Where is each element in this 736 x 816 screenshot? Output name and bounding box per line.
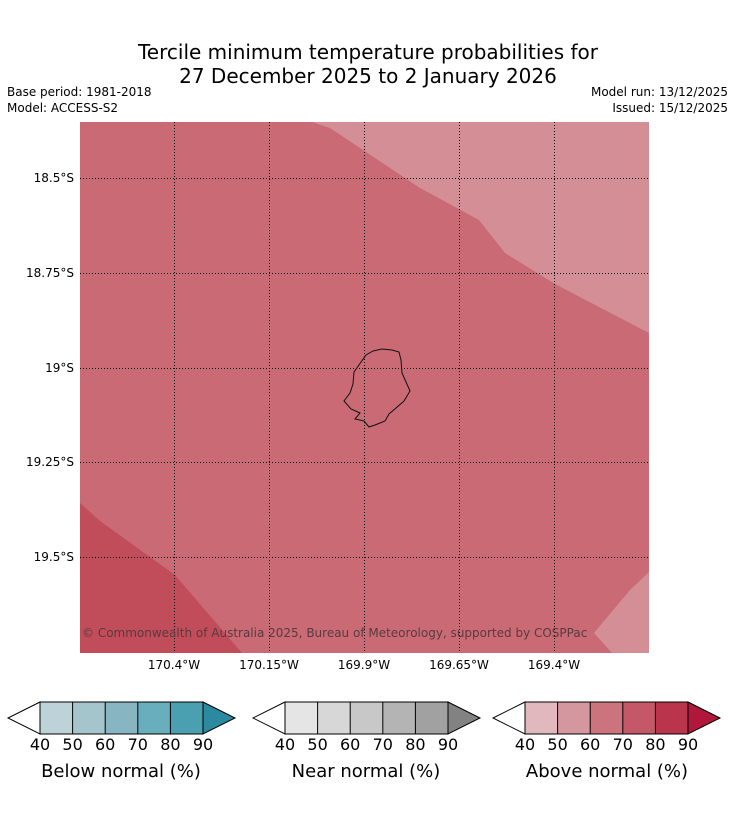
colorbar-near-segment-70-80: [382, 702, 416, 734]
lon-label-169-4: 169.4°W: [527, 658, 581, 672]
colorbar-near-segment-50-60: [317, 702, 351, 734]
cb-below-label: Below normal (%): [41, 761, 201, 782]
colorbar-above-extend-low: [491, 701, 526, 735]
base-period-text: Base period: 1981-2018: [7, 85, 152, 99]
lon-label-169-9: 169.9°W: [337, 658, 391, 672]
colorbar-below-segment-80-90: [170, 702, 203, 734]
colorbar-near-segment-80-90: [415, 702, 448, 734]
chart-title-line2: 27 December 2025 to 2 January 2026: [179, 64, 557, 88]
lat-label-18-5: 18.5°S: [33, 171, 74, 185]
lat-label-19: 19°S: [45, 361, 74, 375]
cb-below-tick-90: 90: [192, 735, 214, 754]
lon-label-170-4: 170.4°W: [147, 658, 201, 672]
colorbar-below-extend-low: [6, 701, 41, 735]
lon-label-170-15: 170.15°W: [239, 658, 299, 672]
lat-label-19-25: 19.25°S: [26, 455, 74, 469]
colorbar-above-extend-high: [687, 701, 722, 735]
cb-below-tick-40: 40: [29, 735, 51, 754]
cb-above-label: Above normal (%): [525, 761, 689, 782]
niue-coastline: [343, 348, 411, 428]
map-panel: © Commonwealth of Australia 2025, Bureau…: [80, 122, 649, 653]
colorbar-above-segment-80-90: [655, 702, 688, 734]
copyright-text: © Commonwealth of Australia 2025, Bureau…: [82, 626, 587, 640]
fill-above-70-80-southwest: [80, 503, 242, 653]
gridlines: [80, 122, 649, 653]
cb-above-tick-60: 60: [580, 735, 601, 754]
cb-below-tick-50: 50: [62, 735, 83, 754]
cb-near-tick-60: 60: [340, 735, 361, 754]
colorbar-above-normal: [491, 701, 722, 735]
colorbar-near-segment-60-70: [350, 702, 383, 734]
colorbar-below-segment-50-60: [72, 702, 106, 734]
colorbar-below-normal: [6, 701, 237, 735]
colorbar-above-segment-60-70: [590, 702, 623, 734]
lat-label-18-75: 18.75°S: [26, 266, 74, 280]
colorbar-below-segment-40-50: [40, 702, 73, 734]
cb-near-tick-40: 40: [274, 735, 296, 754]
cb-below-tick-80: 80: [160, 735, 181, 754]
issued-text: Issued: 15/12/2025: [612, 101, 728, 115]
colorbar-below-segment-60-70: [105, 702, 138, 734]
colorbar-near-normal: [251, 701, 482, 735]
colorbar-near-segment-40-50: [285, 702, 318, 734]
colorbar-above-segment-50-60: [557, 702, 591, 734]
cb-near-tick-90: 90: [437, 735, 459, 754]
fill-above-50-60-southeast: [594, 572, 649, 653]
cb-near-tick-80: 80: [405, 735, 426, 754]
cb-above-tick-90: 90: [677, 735, 699, 754]
colorbar-above-segment-40-50: [525, 702, 558, 734]
model-text: Model: ACCESS-S2: [7, 101, 119, 115]
cb-above-tick-50: 50: [547, 735, 568, 754]
lon-label-169-65: 169.65°W: [429, 658, 489, 672]
cb-above-tick-80: 80: [645, 735, 666, 754]
cb-above-tick-40: 40: [514, 735, 536, 754]
cb-above-tick-70: 70: [612, 735, 633, 754]
cb-near-tick-50: 50: [307, 735, 328, 754]
chart-title-line1: Tercile minimum temperature probabilitie…: [137, 40, 599, 64]
cb-below-tick-60: 60: [95, 735, 116, 754]
lat-label-19-5: 19.5°S: [33, 550, 74, 564]
colorbar-near-extend-low: [251, 701, 286, 735]
colorbar-below-segment-70-80: [137, 702, 171, 734]
cb-below-tick-70: 70: [127, 735, 148, 754]
colorbar-below-extend-high: [202, 701, 237, 735]
fill-above-50-60-northeast: [312, 122, 649, 333]
cb-near-tick-70: 70: [372, 735, 393, 754]
colorbar-near-extend-high: [447, 701, 482, 735]
colorbar-above-segment-70-80: [622, 702, 656, 734]
model-run-text: Model run: 13/12/2025: [590, 85, 728, 99]
cb-near-label: Near normal (%): [291, 761, 441, 782]
